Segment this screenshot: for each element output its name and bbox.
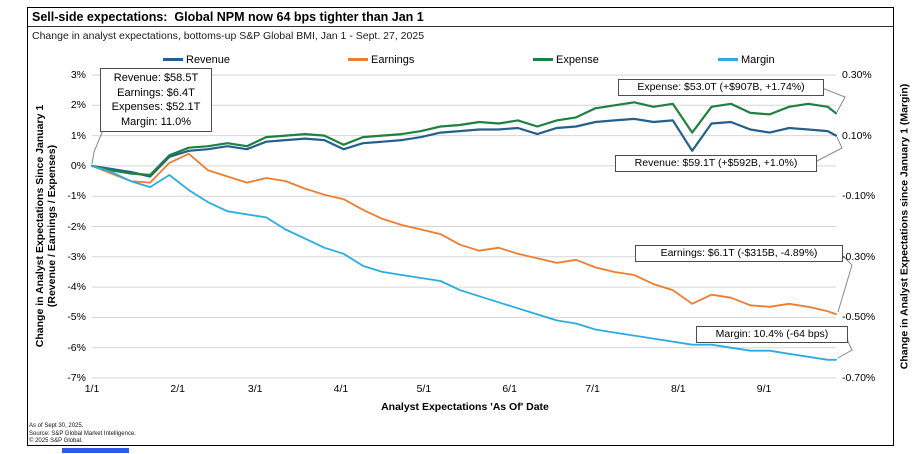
legend-label: Revenue [186, 53, 231, 66]
y-axis-tick-left: -4% [67, 281, 86, 294]
leader-line [837, 336, 853, 359]
footer-asof: As of Sept 30, 2025. [29, 423, 84, 429]
y-axis-tick-left: -6% [67, 341, 86, 354]
expense-annotation: Expense: $53.0T (+$907B, +1.74%) [618, 79, 824, 96]
revenue-annotation: Revenue: $59.1T (+$592B, +1.0%) [615, 155, 817, 172]
y-axis-tick-right: 0.30% [842, 69, 872, 81]
jan1-expenses-value: Expenses: $52.1T [111, 101, 201, 113]
chart-title: Sell-side expectations: Global NPM now 6… [32, 10, 424, 24]
expense-line [90, 101, 838, 177]
y-axis-tick-right: -0.70% [842, 372, 876, 384]
x-axis-label: Analyst Expectations 'As Of' Date [381, 401, 549, 413]
footer-copyright: © 2025 S&P Global. [29, 438, 83, 444]
legend-label: Earnings [371, 53, 415, 66]
legend-item-margin: Margin [718, 53, 775, 66]
y-axis-tick-left: 1% [70, 129, 86, 142]
legend-label: Expense [556, 53, 599, 66]
x-axis-tick: 3/1 [247, 383, 263, 395]
legend-item-earnings: Earnings [348, 53, 414, 66]
revenue-line [90, 117, 838, 178]
y-axis-tick-left: 2% [70, 99, 86, 112]
jan1-margin-value: Margin: 11.0% [120, 115, 192, 128]
expense-swatch-icon [533, 58, 553, 61]
jan1-earnings-value: Earnings: $6.4T [117, 86, 195, 99]
earnings-line [91, 152, 837, 316]
x-axis-tick: 7/1 [585, 383, 600, 395]
y-axis-tick-left: 0% [70, 159, 86, 172]
revenue-swatch-icon [163, 58, 183, 61]
y-axis-tick-left: -7% [67, 372, 86, 384]
source-footer: As of Sept 30, 2025. Source: S&P Global … [29, 423, 136, 446]
chart-subtitle: Change in analyst expectations, bottoms-… [32, 30, 425, 42]
leader-line [837, 253, 853, 313]
y-axis-tick-right: 0.10% [842, 129, 872, 142]
x-axis-tick: 9/1 [756, 383, 772, 395]
footer-source: Source: S&P Global Market Intelligence. [29, 430, 136, 437]
y-axis-tick-right: -0.30% [842, 250, 876, 263]
leader-line [814, 136, 843, 163]
y-axis-tick-right: -0.50% [842, 311, 876, 324]
x-axis-tick: 4/1 [333, 383, 349, 395]
x-axis-tick: 6/1 [502, 383, 517, 395]
x-axis-tick: 1/1 [84, 383, 100, 395]
y-axis-tick-left: 3% [70, 69, 86, 81]
x-axis-tick: 8/1 [671, 383, 686, 395]
x-axis-tick: 2/1 [170, 383, 186, 395]
chart-frame [27, 7, 894, 446]
margin-annotation: Margin: 10.4% (-64 bps) [696, 326, 848, 343]
title-divider [28, 26, 893, 27]
jan1-values-annotation: Revenue: $58.5T Earnings: $6.4T Expenses… [100, 68, 212, 132]
legend-label: Margin [741, 53, 775, 66]
y-axis-tick-left: -3% [67, 250, 86, 263]
y-axis-label-right: Change in Analyst Expectations since Jan… [898, 83, 911, 370]
legend-item-revenue: Revenue [163, 53, 230, 66]
x-axis-tick: 5/1 [416, 383, 432, 395]
margin-swatch-icon [718, 58, 738, 61]
y-axis-tick-right: -0.10% [842, 190, 876, 203]
earnings-swatch-icon [348, 58, 368, 61]
earnings-annotation: Earnings: $6.1T (-$315B, -4.89%) [635, 245, 843, 262]
leader-line [91, 129, 104, 165]
y-axis-tick-left: -2% [67, 220, 86, 233]
jan1-revenue-value: Revenue: $58.5T [113, 72, 199, 84]
y-axis-tick-left: -1% [67, 190, 86, 203]
bottom-blue-artifact [62, 448, 129, 453]
leader-line [821, 87, 846, 113]
legend-item-expense: Expense [533, 53, 599, 66]
margin-line [91, 164, 837, 361]
y-axis-tick-left: -5% [67, 311, 86, 324]
